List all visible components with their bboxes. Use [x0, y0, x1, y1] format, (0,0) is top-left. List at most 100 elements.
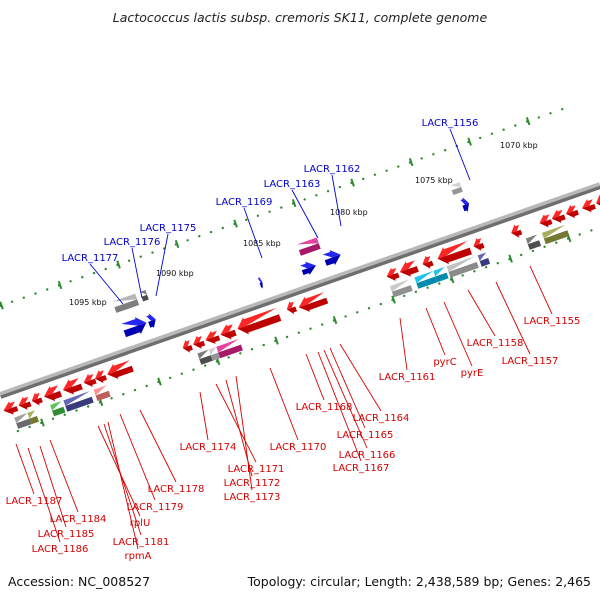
reverse-gene-label-leader — [39, 445, 67, 528]
forward-gene-label-leader — [243, 207, 263, 259]
reverse-gene-glyph-shade — [582, 204, 596, 213]
reverse-gene-glyph-shade — [182, 345, 193, 353]
reverse-gene-glyph — [298, 292, 325, 308]
forward-gene-glyph-shade — [324, 254, 341, 266]
reverse-gene-glyph — [193, 335, 202, 345]
forward-gene-label: LACR_1175 — [140, 223, 197, 234]
inner-track-dot — [122, 393, 125, 396]
inner-track-dot — [285, 335, 289, 339]
reverse-gene-label-leader — [425, 307, 446, 356]
reverse-gene-label-leader — [97, 425, 141, 517]
reverse-gene-label-leader — [329, 347, 366, 429]
inner-track-major-tick — [391, 295, 396, 304]
outer-track-major-tick — [467, 137, 472, 146]
map-title: Lactococcus lactis subsp. cremoris SK11,… — [112, 10, 488, 25]
forward-gene-glyph — [460, 197, 469, 205]
backbone-shadow — [0, 185, 600, 399]
reverse-gene-glyph-shade — [65, 396, 94, 414]
inner-track-dot — [461, 274, 464, 277]
reverse-gene-glyph-shade — [511, 229, 523, 238]
inner-track-dot — [110, 397, 113, 400]
backbone-highlight — [0, 182, 600, 396]
inner-track-dot — [496, 262, 499, 265]
reverse-gene-glyph-shade — [31, 397, 43, 406]
reverse-gene-glyph — [582, 199, 593, 209]
forward-gene-glyph — [139, 288, 148, 295]
reverse-gene-label: LACR_1164 — [353, 413, 410, 424]
reverse-gene-glyph — [596, 194, 600, 204]
reverse-gene-glyph-shade — [237, 314, 282, 335]
inner-track-dot — [145, 384, 148, 388]
reverse-gene-label: LACR_1171 — [228, 464, 285, 475]
reverse-gene-glyph — [432, 266, 445, 277]
reverse-gene-glyph-shade — [435, 272, 449, 285]
forward-gene-glyph — [296, 235, 319, 245]
inner-track-dot — [578, 233, 581, 236]
reverse-gene-label-leader — [235, 375, 253, 491]
inner-track-dot — [438, 282, 441, 285]
inner-track-dot — [403, 294, 406, 298]
reverse-gene-glyph-shade — [218, 344, 243, 361]
outer-track-dot — [268, 210, 271, 213]
forward-gene-label-leader — [131, 247, 143, 299]
reverse-gene-glyph — [237, 307, 277, 329]
reverse-gene-glyph — [437, 241, 468, 259]
outer-track-dot — [373, 173, 377, 176]
reverse-gene-label: LACR_1181 — [113, 537, 170, 548]
reverse-gene-glyph-shade — [29, 416, 39, 427]
forward-gene-glyph — [112, 291, 138, 302]
scale-label: 1085 kbp — [243, 239, 281, 248]
reverse-gene-label: rplU — [130, 518, 151, 529]
inner-track-dot — [262, 343, 265, 347]
forward-gene-label: LACR_1176 — [104, 237, 161, 248]
outer-track-dot — [104, 267, 107, 271]
reverse-gene-glyph — [445, 256, 475, 272]
reverse-gene-glyph-shade — [527, 240, 542, 252]
forward-gene-glyph-shade — [301, 265, 316, 275]
reverse-gene-glyph-shade — [416, 276, 438, 291]
reverse-gene-label-leader — [199, 391, 209, 441]
reverse-gene-label-leader — [323, 349, 368, 449]
outer-track-dot — [549, 112, 552, 115]
reverse-gene-label-leader — [269, 367, 299, 441]
outer-track-dot — [537, 116, 540, 119]
reverse-gene-glyph-shade — [44, 390, 62, 402]
reverse-gene-glyph — [565, 204, 576, 214]
forward-gene-label-leader — [331, 174, 342, 227]
reverse-gene-glyph-shade — [539, 219, 553, 228]
reverse-gene-glyph-shade — [399, 266, 419, 277]
forward-gene-glyph-shade — [114, 299, 140, 313]
reverse-gene-glyph-shade — [193, 340, 206, 349]
reverse-gene-glyph — [95, 369, 104, 379]
outer-track-major-tick — [525, 117, 531, 126]
outer-track-dot — [10, 300, 14, 303]
forward-gene-label: LACR_1163 — [264, 179, 321, 190]
inner-track-dot — [555, 241, 558, 244]
outer-track-dot — [186, 239, 189, 242]
inner-track-dot — [321, 323, 324, 326]
reverse-gene-label-leader — [317, 351, 362, 462]
outer-track-dot — [81, 276, 84, 279]
reverse-gene-glyph-shade — [386, 272, 400, 281]
inner-track-major-tick — [157, 377, 162, 386]
reverse-gene-glyph-shade — [95, 375, 107, 384]
reverse-gene-glyph — [215, 338, 239, 353]
reverse-gene-glyph-shade — [220, 329, 237, 340]
inner-track-dot — [180, 372, 183, 375]
reverse-gene-glyph-shade — [479, 258, 491, 269]
reverse-gene-label: LACR_1173 — [224, 492, 281, 503]
reverse-gene-label: LACR_1155 — [524, 316, 581, 327]
reverse-gene-glyph — [196, 349, 209, 360]
reverse-gene-glyph — [26, 410, 35, 419]
reverse-gene-glyph-shade — [52, 406, 66, 419]
forward-gene-glyph-shade — [141, 294, 150, 302]
scale-label: 1075 kbp — [415, 176, 453, 185]
reverse-gene-glyph — [473, 237, 482, 247]
reverse-gene-glyph — [62, 378, 79, 390]
outer-track-dot — [22, 296, 25, 299]
forward-gene-glyph — [257, 276, 263, 283]
outer-track-dot — [69, 280, 72, 283]
reverse-gene-label: rpmA — [124, 551, 151, 562]
reverse-gene-glyph — [205, 330, 217, 341]
forward-gene-glyph-shade — [298, 243, 322, 256]
